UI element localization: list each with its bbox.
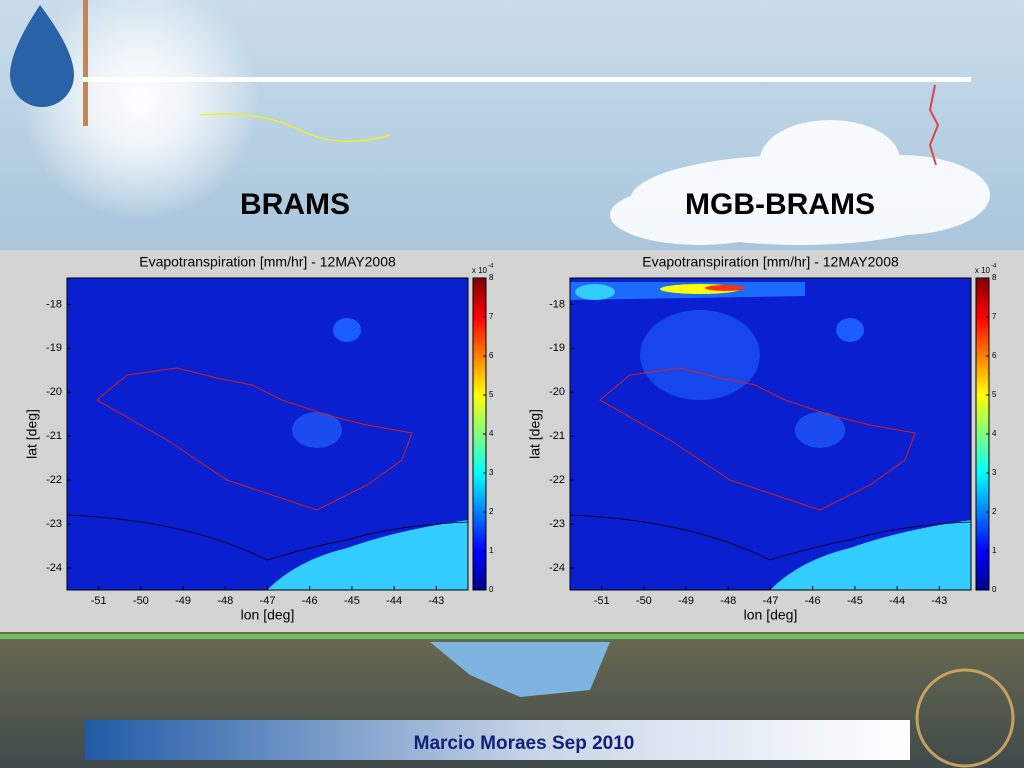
y-tick-label: -20 xyxy=(549,386,565,398)
y-tick-label: -22 xyxy=(549,474,565,486)
x-axis-label: lon [deg] xyxy=(744,607,798,623)
y-tick-label: -18 xyxy=(549,298,565,310)
x-tick-label: -50 xyxy=(133,595,149,607)
logo xyxy=(10,5,74,107)
x-tick-label: -44 xyxy=(889,595,905,607)
x-tick-label: -47 xyxy=(763,595,779,607)
colorbar-tick-label: 0 xyxy=(489,585,494,594)
x-tick-label: -45 xyxy=(847,595,863,607)
field-patch xyxy=(575,284,615,300)
light-ray xyxy=(199,113,391,143)
colorbar-tick-label: 5 xyxy=(489,390,494,399)
colorbar-exponent: -4 xyxy=(488,264,494,270)
footer-bar xyxy=(85,720,910,760)
colorbar-tick-label: 2 xyxy=(489,507,494,516)
colorbar-tick-label: 0 xyxy=(992,585,997,594)
plot-title: Evapotranspiration [mm/hr] - 12MAY2008 xyxy=(139,254,396,270)
coastline xyxy=(569,514,972,561)
x-tick-label: -47 xyxy=(260,595,276,607)
y-axis-label: lat [deg] xyxy=(527,409,543,459)
y-tick-label: -19 xyxy=(549,342,565,354)
x-tick-label: -50 xyxy=(636,595,652,607)
x-tick-label: -48 xyxy=(217,595,233,607)
field-patch xyxy=(795,412,845,448)
vapor-arrow xyxy=(928,84,940,166)
colorbar-tick-label: 3 xyxy=(489,468,494,477)
basin-outline xyxy=(96,367,413,511)
sun xyxy=(20,0,260,220)
field-patch xyxy=(267,520,468,590)
colorbar-tick-label: 7 xyxy=(992,312,997,321)
y-tick-label: -20 xyxy=(46,386,62,398)
basin-outline xyxy=(599,367,916,511)
x-tick-label: -51 xyxy=(594,595,610,607)
colorbar-tick-label: 6 xyxy=(992,351,997,360)
y-tick-label: -24 xyxy=(46,562,62,574)
lake xyxy=(430,642,610,697)
colorbar-tick-label: 4 xyxy=(489,429,494,438)
y-tick-label: -21 xyxy=(46,430,62,442)
x-tick-label: -49 xyxy=(175,595,191,607)
colorbar-tick-label: 3 xyxy=(992,468,997,477)
field-patch xyxy=(770,520,971,590)
x-tick-label: -46 xyxy=(302,595,318,607)
field-patch xyxy=(705,285,745,291)
x-tick-label: -51 xyxy=(91,595,107,607)
plot-title: Evapotranspiration [mm/hr] - 12MAY2008 xyxy=(642,254,899,270)
seal xyxy=(915,668,1015,768)
colorbar-tick-label: 5 xyxy=(992,390,997,399)
colorbar-tick-label: 1 xyxy=(489,546,494,555)
colorbar-tick-label: 2 xyxy=(992,507,997,516)
x-tick-label: -49 xyxy=(678,595,694,607)
x-tick-label: -43 xyxy=(931,595,947,607)
heading: MGB-BRAMS xyxy=(685,188,875,221)
colorbar-multiplier: x 10 xyxy=(472,266,488,275)
y-tick-label: -19 xyxy=(46,342,62,354)
y-tick-label: -21 xyxy=(549,430,565,442)
colorbar-tick-label: 4 xyxy=(992,429,997,438)
x-tick-label: -48 xyxy=(720,595,736,607)
colorbar-tick-label: 1 xyxy=(992,546,997,555)
y-tick-label: -18 xyxy=(46,298,62,310)
field xyxy=(267,318,468,590)
field-patch xyxy=(333,318,361,342)
colorbar-tick-label: 7 xyxy=(489,312,494,321)
y-tick-label: -23 xyxy=(46,518,62,530)
x-tick-label: -44 xyxy=(386,595,402,607)
x-axis-label: lon [deg] xyxy=(241,607,295,623)
footer: Marcio Moraes Sep 2010 xyxy=(414,733,635,754)
field-patch xyxy=(292,412,342,448)
colorbar-tick-label: 6 xyxy=(489,351,494,360)
coastline xyxy=(66,514,469,561)
y-tick-label: -22 xyxy=(46,474,62,486)
field-patch xyxy=(836,318,864,342)
grass xyxy=(0,634,1024,639)
accent-line xyxy=(83,77,971,82)
cloud xyxy=(610,120,990,245)
field-patch xyxy=(640,310,760,400)
heading: BRAMS xyxy=(240,188,350,221)
x-tick-label: -45 xyxy=(344,595,360,607)
y-tick-label: -23 xyxy=(549,518,565,530)
x-tick-label: -46 xyxy=(805,595,821,607)
x-tick-label: -43 xyxy=(428,595,444,607)
y-axis-label: lat [deg] xyxy=(24,409,40,459)
colorbar-multiplier: x 10 xyxy=(975,266,991,275)
colorbar-tick-label: 8 xyxy=(992,273,997,282)
colorbar-exponent: -4 xyxy=(991,264,997,270)
y-tick-label: -24 xyxy=(549,562,565,574)
colorbar-tick-label: 8 xyxy=(489,273,494,282)
field xyxy=(570,282,971,590)
accent-line xyxy=(83,0,88,126)
